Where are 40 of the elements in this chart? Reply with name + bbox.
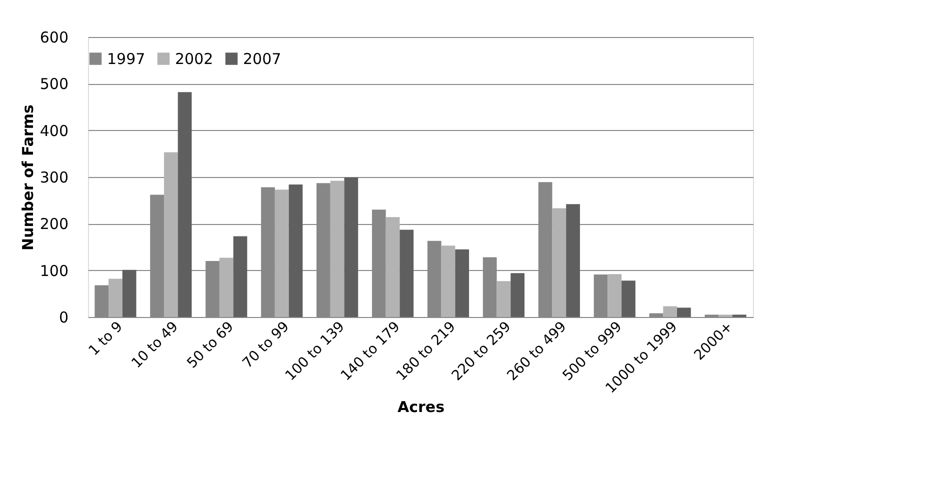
bar <box>608 274 622 317</box>
bar <box>219 258 234 317</box>
bar <box>552 208 566 317</box>
bar <box>164 152 178 317</box>
bar <box>663 306 678 317</box>
x-tick-label: 50 to 69 <box>184 318 237 372</box>
bar <box>122 270 136 317</box>
y-tick-label: 0 <box>58 308 68 326</box>
legend-label: 1997 <box>107 50 146 68</box>
y-tick-label: 300 <box>40 168 68 186</box>
bar <box>178 92 192 317</box>
bar <box>274 190 289 317</box>
bar <box>649 313 664 317</box>
y-tick-label: 400 <box>40 122 68 140</box>
bar <box>233 236 248 317</box>
bar <box>496 281 511 317</box>
bar <box>330 180 344 317</box>
bar <box>441 246 456 317</box>
y-tick-label: 200 <box>40 215 68 234</box>
bar <box>510 273 524 317</box>
bar <box>108 278 122 317</box>
bar <box>566 204 580 317</box>
bar <box>288 184 303 317</box>
bar <box>677 308 691 317</box>
bar <box>455 249 470 317</box>
x-tick-label: 1 to 9 <box>86 318 126 359</box>
legend-label: 2002 <box>175 50 214 68</box>
bar <box>94 285 109 317</box>
legend-label: 2007 <box>243 50 282 68</box>
y-axis-title: Number of Farms <box>18 104 37 250</box>
bar <box>386 217 400 317</box>
x-tick-label: 10 to 49 <box>128 318 182 372</box>
y-tick-label: 500 <box>40 75 68 94</box>
bar <box>400 230 414 317</box>
y-tick-label: 600 <box>40 28 68 46</box>
bar <box>594 274 608 317</box>
x-axis-title: Acres <box>398 398 445 416</box>
bar <box>344 177 358 317</box>
bar <box>622 280 636 317</box>
y-tick-label: 100 <box>40 262 68 280</box>
